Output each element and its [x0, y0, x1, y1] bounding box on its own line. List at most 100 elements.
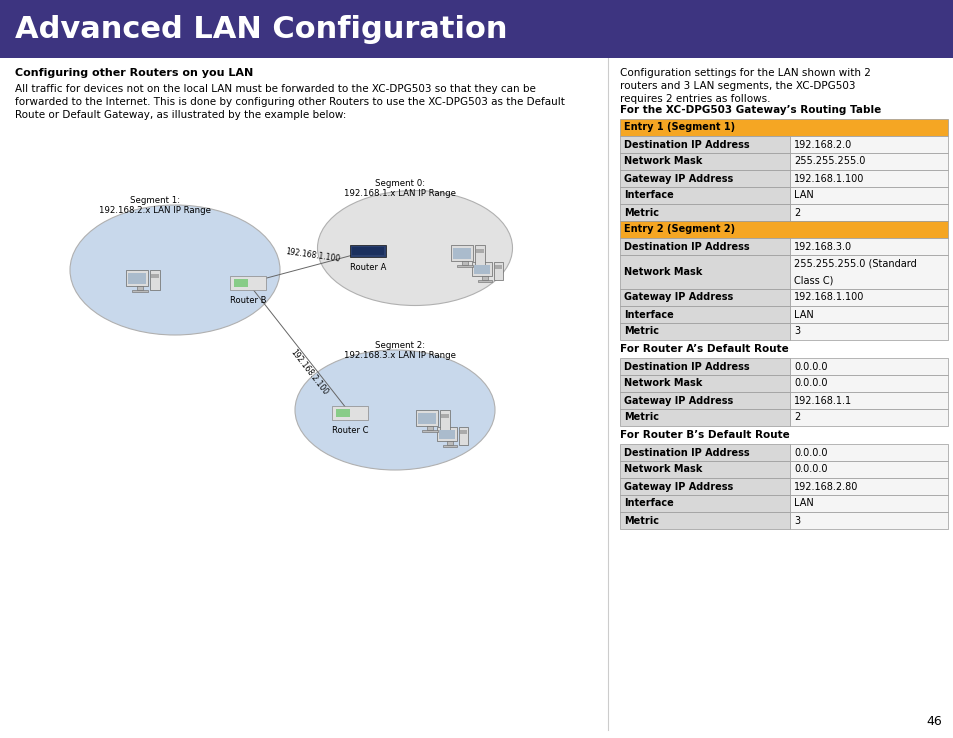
FancyBboxPatch shape	[790, 255, 947, 289]
FancyBboxPatch shape	[447, 441, 453, 445]
FancyBboxPatch shape	[151, 274, 159, 278]
FancyBboxPatch shape	[619, 136, 790, 153]
FancyBboxPatch shape	[619, 255, 790, 289]
Text: 192.168.2.80: 192.168.2.80	[794, 481, 858, 492]
Text: 3: 3	[794, 326, 800, 337]
FancyBboxPatch shape	[456, 265, 473, 267]
FancyBboxPatch shape	[619, 323, 790, 340]
Text: 0.0.0.0: 0.0.0.0	[794, 464, 827, 475]
Text: Segment 0:
192.168.1.x LAN IP Range: Segment 0: 192.168.1.x LAN IP Range	[344, 179, 456, 198]
Text: Class C): Class C)	[794, 275, 833, 286]
FancyBboxPatch shape	[458, 427, 468, 445]
FancyBboxPatch shape	[439, 410, 450, 430]
Text: Network Mask: Network Mask	[623, 464, 701, 475]
FancyBboxPatch shape	[619, 153, 790, 170]
Text: Router C: Router C	[332, 426, 368, 435]
FancyBboxPatch shape	[461, 261, 468, 265]
FancyBboxPatch shape	[421, 430, 437, 432]
Text: Metric: Metric	[623, 326, 658, 337]
Text: Destination IP Address: Destination IP Address	[623, 447, 748, 458]
FancyBboxPatch shape	[335, 409, 350, 417]
Text: LAN: LAN	[794, 498, 813, 508]
FancyBboxPatch shape	[477, 280, 492, 282]
Text: Metric: Metric	[623, 413, 658, 422]
FancyBboxPatch shape	[619, 495, 790, 512]
FancyBboxPatch shape	[230, 276, 266, 290]
Text: Configuration settings for the LAN shown with 2: Configuration settings for the LAN shown…	[619, 68, 870, 78]
Text: Network Mask: Network Mask	[623, 156, 701, 167]
Text: 255.255.255.0 (Standard: 255.255.255.0 (Standard	[794, 258, 916, 269]
FancyBboxPatch shape	[453, 248, 471, 259]
Text: For the XC-DPG503 Gateway’s Routing Table: For the XC-DPG503 Gateway’s Routing Tabl…	[619, 105, 880, 115]
FancyBboxPatch shape	[790, 358, 947, 375]
Text: Gateway IP Address: Gateway IP Address	[623, 173, 732, 184]
Text: 192.168.1.1: 192.168.1.1	[794, 396, 852, 405]
FancyBboxPatch shape	[619, 289, 790, 306]
FancyBboxPatch shape	[475, 245, 484, 265]
FancyBboxPatch shape	[132, 290, 148, 292]
Text: 192.168.2.0: 192.168.2.0	[794, 139, 852, 150]
FancyBboxPatch shape	[137, 286, 143, 290]
FancyBboxPatch shape	[332, 406, 368, 420]
FancyBboxPatch shape	[440, 414, 449, 418]
FancyBboxPatch shape	[482, 276, 487, 280]
Text: 192.168.1.100: 192.168.1.100	[794, 292, 863, 303]
Text: All traffic for devices not on the local LAN must be forwarded to the XC-DPG503 : All traffic for devices not on the local…	[15, 84, 536, 94]
FancyBboxPatch shape	[619, 221, 947, 238]
FancyBboxPatch shape	[619, 444, 790, 461]
FancyBboxPatch shape	[790, 204, 947, 221]
Text: Destination IP Address: Destination IP Address	[623, 241, 748, 252]
Text: Gateway IP Address: Gateway IP Address	[623, 292, 732, 303]
FancyBboxPatch shape	[790, 478, 947, 495]
Text: 46: 46	[925, 715, 941, 728]
FancyBboxPatch shape	[790, 461, 947, 478]
Text: Gateway IP Address: Gateway IP Address	[623, 396, 732, 405]
Text: 192.168.1.100: 192.168.1.100	[794, 173, 863, 184]
Text: LAN: LAN	[794, 309, 813, 320]
FancyBboxPatch shape	[790, 153, 947, 170]
Text: Destination IP Address: Destination IP Address	[623, 139, 748, 150]
FancyBboxPatch shape	[790, 187, 947, 204]
FancyBboxPatch shape	[474, 264, 490, 275]
FancyBboxPatch shape	[619, 392, 790, 409]
FancyBboxPatch shape	[790, 306, 947, 323]
Text: Segment 2:
192.168.3.x LAN IP Range: Segment 2: 192.168.3.x LAN IP Range	[344, 341, 456, 360]
FancyBboxPatch shape	[619, 238, 790, 255]
Text: Advanced LAN Configuration: Advanced LAN Configuration	[15, 15, 507, 44]
Text: Network Mask: Network Mask	[623, 267, 701, 277]
Text: Segment 1:
192.168.2.x LAN IP Range: Segment 1: 192.168.2.x LAN IP Range	[99, 196, 211, 215]
Text: Interface: Interface	[623, 309, 673, 320]
Ellipse shape	[70, 205, 280, 335]
FancyBboxPatch shape	[427, 426, 433, 430]
Text: LAN: LAN	[794, 190, 813, 201]
FancyBboxPatch shape	[790, 170, 947, 187]
FancyBboxPatch shape	[619, 461, 790, 478]
Text: Gateway IP Address: Gateway IP Address	[623, 481, 732, 492]
Text: 255.255.255.0: 255.255.255.0	[794, 156, 865, 167]
FancyBboxPatch shape	[790, 495, 947, 512]
Text: requires 2 entries as follows.: requires 2 entries as follows.	[619, 94, 769, 104]
Text: For Router B’s Default Route: For Router B’s Default Route	[619, 430, 789, 440]
FancyBboxPatch shape	[619, 358, 790, 375]
FancyBboxPatch shape	[438, 430, 455, 439]
FancyBboxPatch shape	[790, 409, 947, 426]
FancyBboxPatch shape	[459, 430, 467, 434]
Text: Router A: Router A	[350, 263, 386, 272]
FancyBboxPatch shape	[494, 262, 502, 280]
Text: 0.0.0.0: 0.0.0.0	[794, 362, 827, 371]
FancyBboxPatch shape	[619, 204, 790, 221]
FancyBboxPatch shape	[619, 306, 790, 323]
FancyBboxPatch shape	[0, 0, 953, 58]
Text: routers and 3 LAN segments, the XC-DPG503: routers and 3 LAN segments, the XC-DPG50…	[619, 81, 854, 91]
FancyBboxPatch shape	[619, 375, 790, 392]
FancyBboxPatch shape	[451, 245, 473, 261]
Text: 192.168.2.100: 192.168.2.100	[288, 348, 329, 397]
FancyBboxPatch shape	[619, 512, 790, 529]
FancyBboxPatch shape	[790, 392, 947, 409]
FancyBboxPatch shape	[476, 249, 483, 253]
FancyBboxPatch shape	[352, 247, 384, 255]
FancyBboxPatch shape	[233, 279, 248, 287]
Text: Interface: Interface	[623, 498, 673, 508]
Ellipse shape	[317, 190, 512, 306]
Text: 0.0.0.0: 0.0.0.0	[794, 379, 827, 388]
